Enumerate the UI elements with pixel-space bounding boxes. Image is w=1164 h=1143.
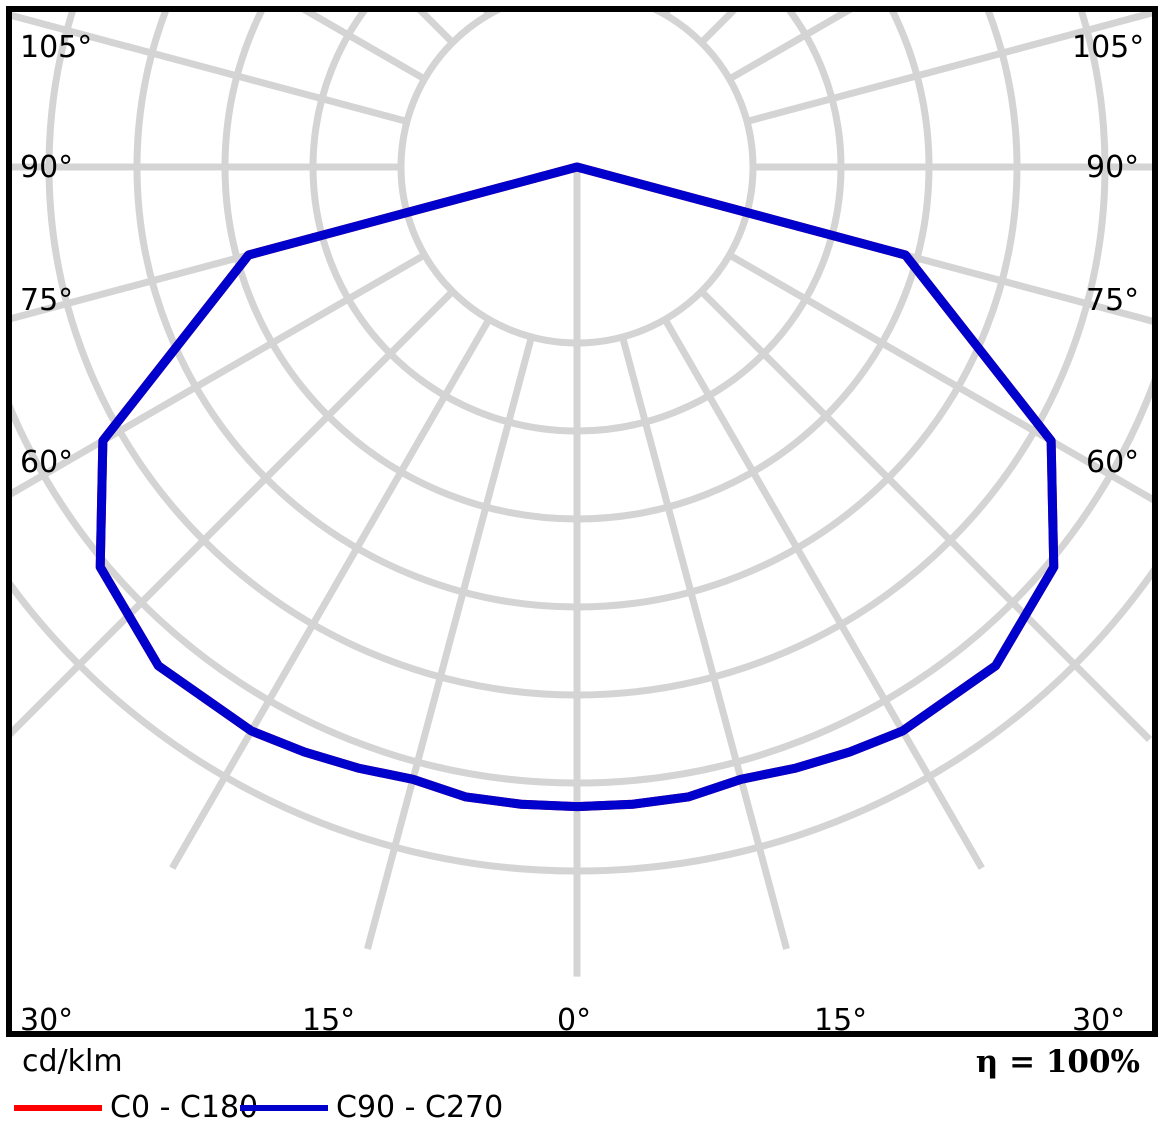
plot-area: 105° 90° 75° 60° 105° 90° 75° 60° 30° 15° 0° 15° 30° [6, 6, 1158, 1037]
efficiency-label: η = 100% [975, 1044, 1140, 1080]
legend-label-c0-c180: C0 - C180 [110, 1090, 259, 1125]
angle-label-right-3: 60° [1086, 445, 1140, 480]
angle-label-right-2: 75° [1086, 283, 1140, 318]
angle-label-bottom-3: 15° [814, 1003, 868, 1037]
legend-panel: cd/klm η = 100% C0 - C180 C90 - C270 [0, 1043, 1164, 1143]
angle-label-bottom-0: 30° [20, 1003, 74, 1037]
curve-c90-c270 [95, 162, 1059, 812]
angle-label-right-0: 105° [1072, 30, 1145, 65]
angle-label-bottom-1: 15° [302, 1003, 356, 1037]
angle-label-bottom-2: 0° [557, 1003, 592, 1037]
angle-label-left-3: 60° [20, 445, 74, 480]
legend-label-c90-c270: C90 - C270 [336, 1090, 504, 1125]
angle-label-left-1: 90° [20, 150, 74, 185]
grid-layer [12, 12, 1152, 977]
legend-item-c0-c180: C0 - C180 [14, 1091, 258, 1125]
curve-layer [95, 162, 1059, 812]
unit-label: cd/klm [22, 1044, 123, 1079]
legend-swatch-c0-c180 [14, 1105, 102, 1111]
angle-label-right-1: 90° [1086, 150, 1140, 185]
polar-grid-svg [12, 12, 1152, 977]
angle-label-left-0: 105° [20, 30, 93, 65]
angle-label-left-2: 75° [20, 283, 74, 318]
angle-label-bottom-4: 30° [1072, 1003, 1126, 1037]
legend-swatch-c90-c270 [240, 1105, 328, 1111]
legend-item-c90-c270: C90 - C270 [240, 1091, 503, 1125]
